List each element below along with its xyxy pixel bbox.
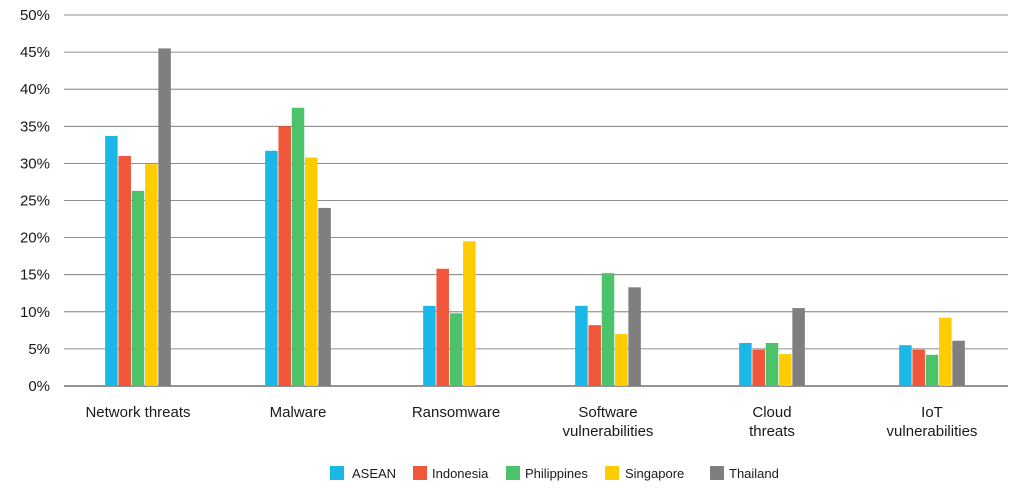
y-tick-label: 15% — [20, 267, 50, 284]
y-tick-label: 35% — [20, 118, 50, 135]
y-tick-label: 10% — [20, 304, 50, 321]
legend-swatch-asean — [330, 466, 344, 480]
legend-swatch-indonesia — [413, 466, 427, 480]
bar-thailand — [628, 287, 641, 386]
y-tick-label: 20% — [20, 230, 50, 247]
bar-asean — [265, 150, 278, 386]
x-category-label: Malware — [270, 404, 327, 421]
bar-philippines — [291, 107, 305, 386]
bar-philippines — [601, 273, 615, 386]
bar-philippines — [449, 313, 463, 386]
bar-philippines — [765, 342, 779, 386]
bar-singapore — [305, 157, 318, 386]
y-tick-label: 45% — [20, 44, 50, 61]
y-tick-label: 0% — [28, 378, 50, 395]
bar-indonesia — [278, 126, 291, 387]
bar-thailand — [318, 207, 331, 386]
bar-asean — [105, 135, 118, 386]
bar-indonesia — [752, 349, 765, 386]
y-axis: 0% 5% 10% 15% 20% 25% 30% 35% 40% 45% 50% — [20, 7, 50, 395]
y-tick-label: 5% — [28, 341, 50, 358]
grid-lines — [64, 14, 1008, 387]
bar-asean — [575, 305, 588, 386]
bar-singapore — [145, 164, 158, 386]
bar-thailand — [952, 340, 965, 386]
bar-indonesia — [436, 268, 449, 386]
x-category-label: Ransomware — [412, 404, 500, 421]
bar-asean — [423, 305, 436, 386]
x-category-label: Cloud threats — [749, 404, 795, 440]
y-tick-label: 50% — [20, 7, 50, 24]
bar-asean — [899, 345, 912, 386]
x-category-label: Software vulnerabilities — [563, 404, 654, 440]
bar-indonesia — [588, 325, 601, 386]
bars — [105, 48, 965, 387]
bar-thailand — [792, 308, 805, 386]
legend-label-philippines: Philippines — [525, 466, 588, 481]
x-category-label: IoT vulnerabilities — [887, 404, 978, 440]
bar-indonesia — [118, 155, 131, 386]
x-axis: Network threats Malware Ransomware Software… — [85, 404, 977, 440]
bar-philippines — [131, 190, 145, 386]
legend-swatch-philippines — [506, 466, 520, 480]
legend-swatch-singapore — [605, 466, 619, 480]
bar-thailand — [158, 48, 171, 386]
legend-label-singapore: Singapore — [625, 466, 684, 481]
y-tick-label: 30% — [20, 155, 50, 172]
bar-singapore — [779, 354, 792, 386]
legend-label-thailand: Thailand — [729, 466, 779, 481]
legend: ASEAN Indonesia Philippines Singapore Thaila… — [330, 466, 779, 481]
legend-label-asean: ASEAN — [352, 466, 396, 481]
bar-asean — [739, 342, 752, 386]
y-tick-label: 25% — [20, 193, 50, 210]
bar-indonesia — [912, 349, 925, 386]
bar-singapore — [939, 317, 952, 386]
legend-swatch-thailand — [710, 466, 724, 480]
bar-philippines — [925, 354, 939, 386]
x-category-label: Network threats — [85, 404, 190, 421]
legend-label-indonesia: Indonesia — [432, 466, 489, 481]
bar-singapore — [615, 334, 628, 386]
y-tick-label: 40% — [20, 81, 50, 98]
bar-singapore — [463, 241, 476, 386]
